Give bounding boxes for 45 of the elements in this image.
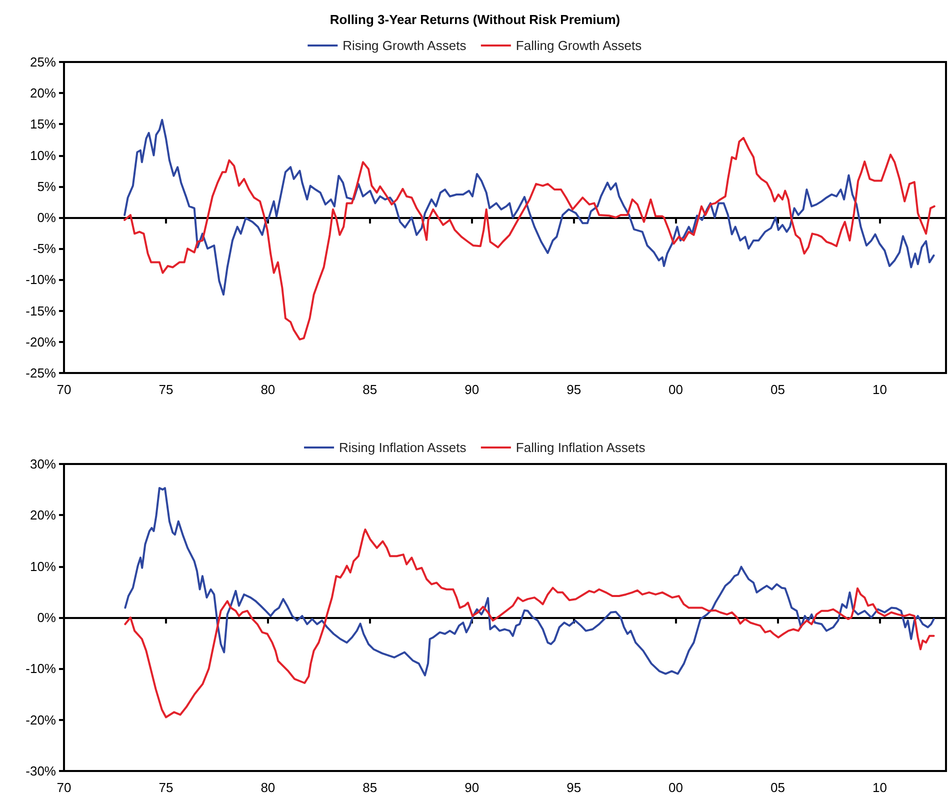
x-tick-label: 85: [362, 780, 378, 795]
line-series: [124, 136, 936, 340]
line-series: [124, 118, 935, 296]
x-tick-label: 70: [56, 382, 72, 397]
y-tick-label: -10%: [26, 272, 56, 288]
x-tick-label: 05: [770, 382, 785, 397]
x-tick-label: 90: [464, 382, 480, 397]
y-tick-label: 20%: [30, 508, 56, 523]
y-tick-label: -25%: [26, 366, 56, 380]
x-tick-label: 75: [158, 382, 174, 397]
x-tick-label: 10: [872, 780, 887, 795]
y-tick-label: 0%: [37, 210, 56, 225]
x-tick-label: 90: [464, 780, 480, 795]
legend-label: Rising Inflation Assets: [339, 440, 467, 455]
legend-label: Rising Growth Assets: [342, 38, 467, 53]
legend-label: Falling Inflation Assets: [516, 440, 646, 455]
line-series: [124, 528, 935, 718]
y-tick-label: 15%: [30, 116, 56, 132]
x-tick-label: 05: [770, 780, 785, 795]
y-tick-label: 5%: [37, 178, 56, 194]
x-tick-label: 10: [872, 382, 887, 397]
y-tick-label: 30%: [30, 456, 56, 472]
x-tick-label: 00: [668, 382, 684, 397]
y-tick-label: 10%: [30, 148, 56, 163]
legend-label: Falling Growth Assets: [516, 38, 642, 53]
x-tick-label: 75: [158, 780, 174, 795]
y-tick-label: -10%: [26, 661, 56, 676]
y-tick-label: -5%: [32, 241, 56, 256]
x-tick-label: 00: [668, 780, 684, 795]
x-tick-label: 80: [260, 780, 276, 795]
y-tick-label: 0%: [37, 610, 56, 625]
line-series: [124, 487, 935, 676]
x-tick-label: 70: [56, 780, 72, 795]
x-tick-label: 95: [566, 382, 582, 397]
x-tick-label: 95: [566, 780, 582, 795]
chart-title: Rolling 3-Year Returns (Without Risk Premium): [330, 12, 620, 27]
y-tick-label: -20%: [26, 334, 56, 350]
y-tick-label: 25%: [30, 54, 56, 70]
y-tick-label: 20%: [30, 86, 56, 101]
y-tick-label: -20%: [26, 712, 56, 728]
x-tick-label: 80: [260, 382, 276, 397]
y-tick-label: 10%: [30, 558, 56, 574]
x-tick-label: 85: [362, 382, 378, 397]
y-tick-label: -15%: [26, 303, 56, 318]
y-tick-label: -30%: [26, 764, 56, 778]
